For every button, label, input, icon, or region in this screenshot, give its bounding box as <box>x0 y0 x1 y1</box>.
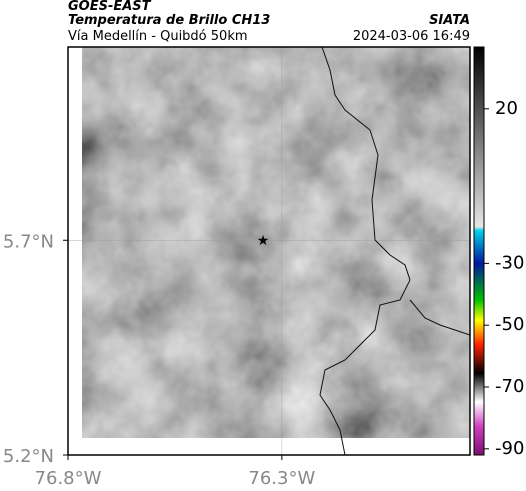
x-tick-label: 76.3°W <box>248 468 315 489</box>
agency: SIATA <box>429 13 470 28</box>
border <box>409 299 470 336</box>
colorbar-tick-label: -30 <box>495 252 524 273</box>
colorbar-tick-label: 20 <box>495 98 518 119</box>
x-tick-label: 76.8°W <box>35 468 102 489</box>
city-marker: ★ <box>257 233 270 249</box>
colorbar-tick-label: -90 <box>495 438 524 459</box>
border <box>319 47 411 455</box>
subtitle: Vía Medellín - Quibdó 50km <box>68 29 248 44</box>
y-tick-label: 5.7°N <box>3 231 54 252</box>
map-area: ★ <box>68 47 470 455</box>
timestamp: 2024-03-06 16:49 <box>353 29 470 44</box>
colorbar <box>473 46 485 456</box>
map-frame <box>67 46 471 456</box>
brightness-image <box>82 47 470 438</box>
colorbar-tick-label: -70 <box>495 376 524 397</box>
colorbar-tick-label: -50 <box>495 314 524 335</box>
source: GOES-EAST <box>68 0 152 14</box>
title: Temperatura de Brillo CH13 <box>68 13 270 28</box>
y-tick-label: 5.2°N <box>3 446 54 467</box>
